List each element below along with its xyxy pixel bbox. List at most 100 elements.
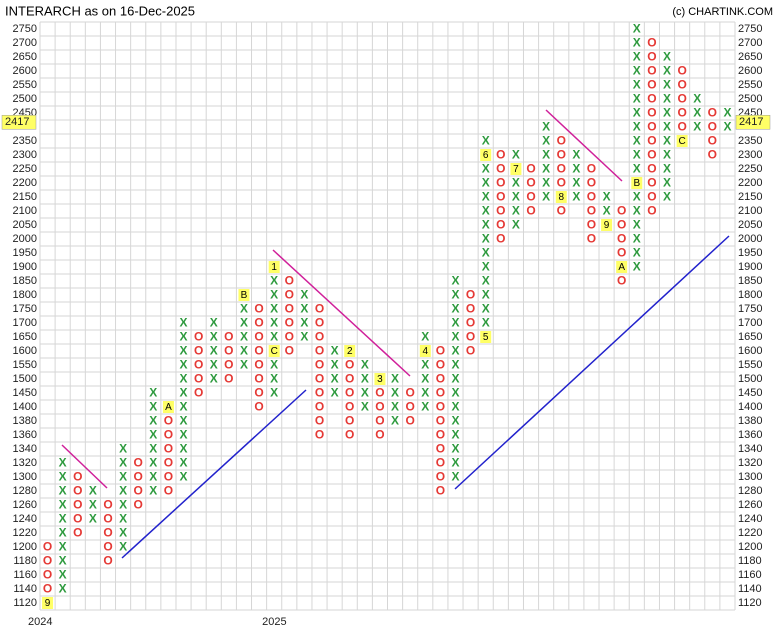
x-box: X — [59, 568, 67, 582]
x-box: X — [59, 582, 67, 596]
x-box: X — [59, 512, 67, 526]
o-box: O — [315, 344, 324, 358]
y-tick-label: 1300 — [738, 471, 762, 483]
o-box: O — [315, 372, 324, 386]
y-tick-label: 1360 — [738, 429, 762, 441]
o-box: O — [647, 64, 656, 78]
x-box: X — [451, 470, 459, 484]
o-box: O — [254, 316, 263, 330]
x-box: X — [361, 372, 369, 386]
y-tick-label: 1300 — [13, 471, 37, 483]
o-box: O — [587, 190, 596, 204]
x-box: X — [451, 442, 459, 456]
o-box: O — [73, 498, 82, 512]
o-box: O — [134, 498, 143, 512]
x-box: X — [603, 190, 611, 204]
x-box: X — [542, 148, 550, 162]
y-tick-label: 2350 — [738, 135, 762, 147]
x-box: X — [89, 484, 97, 498]
y-tick-label: 1500 — [13, 373, 37, 385]
o-box: O — [496, 190, 505, 204]
trend-lines — [61, 109, 730, 559]
y-tick-label: 1600 — [738, 345, 762, 357]
y-tick-label: 1900 — [13, 261, 37, 273]
o-box: O — [254, 330, 263, 344]
y-tick-label: 1750 — [13, 303, 37, 315]
y-tick-label: 2750 — [738, 23, 762, 35]
y-tick-label: 1240 — [738, 513, 762, 525]
x-box: X — [663, 64, 671, 78]
month-marker: 3 — [377, 374, 383, 385]
x-box: X — [542, 162, 550, 176]
month-marker: A — [165, 402, 172, 413]
y-tick-label: 1800 — [738, 289, 762, 301]
o-box: O — [617, 274, 626, 288]
y-tick-label: 1140 — [13, 583, 37, 595]
o-box: O — [617, 218, 626, 232]
month-marker: 9 — [604, 220, 610, 231]
o-box: O — [708, 134, 717, 148]
o-box: O — [375, 428, 384, 442]
y-tick-label: 1600 — [13, 345, 37, 357]
o-box: O — [647, 204, 656, 218]
o-box: O — [708, 148, 717, 162]
x-box: X — [572, 176, 580, 190]
x-box: X — [663, 106, 671, 120]
o-box: O — [436, 372, 445, 386]
o-box: O — [617, 204, 626, 218]
o-box: O — [557, 162, 566, 176]
month-marker: 2 — [347, 346, 353, 357]
y-tick-label: 1650 — [738, 331, 762, 343]
o-box: O — [164, 456, 173, 470]
y-tick-label: 2150 — [738, 191, 762, 203]
y-tick-label: 1320 — [738, 457, 762, 469]
o-box: O — [587, 162, 596, 176]
y-tick-label: 1400 — [738, 401, 762, 413]
x-box: X — [633, 162, 641, 176]
y-tick-label: 2050 — [13, 219, 37, 231]
x-box: X — [180, 414, 188, 428]
month-marker-box — [601, 219, 613, 231]
o-box: O — [103, 526, 112, 540]
x-box: X — [119, 498, 127, 512]
x-box: X — [482, 162, 490, 176]
x-box: X — [240, 344, 248, 358]
x-tick-label: 2024 — [28, 616, 52, 628]
y-tick-label: 1120 — [738, 597, 762, 609]
x-box: X — [119, 512, 127, 526]
y-tick-label: 2550 — [13, 79, 37, 91]
o-box: O — [375, 400, 384, 414]
o-box: O — [587, 218, 596, 232]
o-box: O — [436, 386, 445, 400]
x-box: X — [331, 372, 339, 386]
y-tick-label: 1450 — [13, 387, 37, 399]
o-box: O — [73, 484, 82, 498]
o-box: O — [557, 204, 566, 218]
o-box: O — [345, 386, 354, 400]
x-box: X — [633, 190, 641, 204]
o-box: O — [436, 414, 445, 428]
month-marker-box — [555, 191, 567, 203]
x-box: X — [270, 372, 278, 386]
last-price-box — [735, 114, 771, 130]
x-box: X — [391, 386, 399, 400]
resistance-line — [545, 109, 623, 182]
month-marker-box — [268, 345, 280, 357]
y-tick-label: 2550 — [738, 79, 762, 91]
o-box: O — [315, 316, 324, 330]
x-box: X — [210, 372, 218, 386]
y-tick-label: 1550 — [738, 359, 762, 371]
o-box: O — [647, 148, 656, 162]
x-box: X — [421, 372, 429, 386]
o-box: O — [315, 428, 324, 442]
y-tick-label: 1260 — [738, 499, 762, 511]
last-price-label: 2417 — [5, 116, 29, 128]
y-tick-label: 2600 — [13, 65, 37, 77]
x-box: X — [663, 190, 671, 204]
x-box: X — [149, 414, 157, 428]
y-tick-label: 1160 — [13, 569, 37, 581]
x-box: X — [270, 316, 278, 330]
y-tick-label: 1160 — [738, 569, 762, 581]
x-box: X — [451, 372, 459, 386]
o-box: O — [315, 386, 324, 400]
